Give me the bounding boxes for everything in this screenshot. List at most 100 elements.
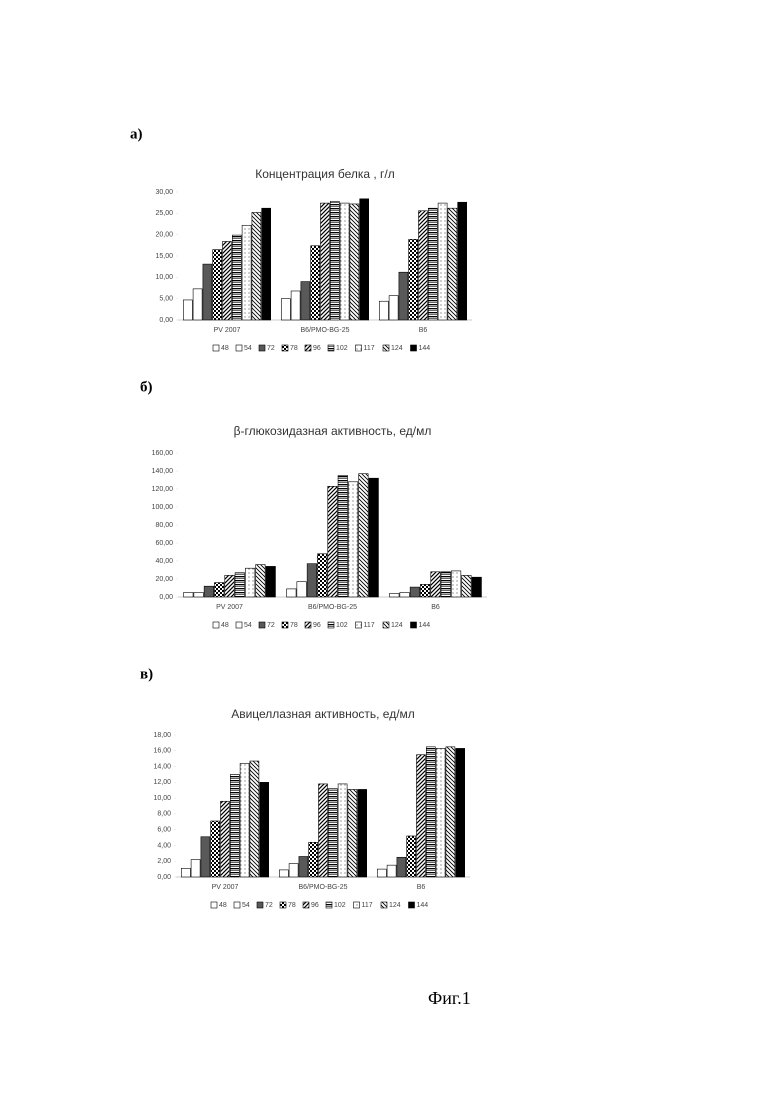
legend-label: 96 <box>313 622 321 629</box>
chart-title: Концентрация белка , г/л <box>255 167 395 181</box>
bar <box>256 565 266 597</box>
bar <box>399 272 408 320</box>
bar <box>232 235 241 320</box>
x-tick-label: B6 <box>431 604 440 611</box>
bar <box>299 856 308 877</box>
bar <box>242 225 251 320</box>
legend-swatch <box>326 902 332 908</box>
bar <box>281 299 290 320</box>
legend-swatch <box>354 902 360 908</box>
legend-label: 102 <box>334 902 346 909</box>
bar <box>387 865 396 877</box>
legend-swatch <box>303 902 309 908</box>
chart-title: Авицеллазная активность, ед/мл <box>231 707 415 721</box>
legend-swatch <box>328 622 334 628</box>
y-tick-label: 25,00 <box>155 210 173 217</box>
legend-label: 124 <box>389 902 401 909</box>
legend-swatch <box>280 902 286 908</box>
bar <box>287 589 297 597</box>
legend-swatch <box>213 345 219 351</box>
bar <box>458 202 467 320</box>
bar <box>181 868 190 877</box>
bar <box>211 821 220 877</box>
bar <box>338 784 347 877</box>
bar <box>214 583 224 597</box>
legend-label: 117 <box>364 345 375 352</box>
legend-swatch <box>356 345 362 351</box>
bar <box>441 572 451 597</box>
legend-swatch <box>259 622 265 628</box>
y-tick-label: 10,00 <box>155 274 173 281</box>
legend-swatch <box>328 345 334 351</box>
bar <box>390 593 400 597</box>
bar <box>193 289 202 320</box>
legend-swatch <box>236 345 242 351</box>
bar <box>407 836 416 877</box>
bar <box>266 566 276 597</box>
bar <box>260 782 269 877</box>
bar <box>451 571 461 597</box>
y-tick-label: 6,00 <box>157 827 171 834</box>
bar <box>317 554 327 597</box>
bar <box>379 301 388 320</box>
y-tick-label: 8,00 <box>157 811 171 818</box>
bar <box>438 203 447 320</box>
x-tick-label: B6/PMO-BG-25 <box>300 327 349 334</box>
bar <box>191 860 200 877</box>
bar <box>389 296 398 320</box>
legend-swatch <box>257 902 263 908</box>
panel-label: в) <box>140 666 153 682</box>
legend-swatch <box>282 345 288 351</box>
legend-swatch <box>282 622 288 628</box>
bar <box>221 801 230 877</box>
legend-swatch <box>383 622 389 628</box>
x-tick-label: B6/PMO-BG-25 <box>298 884 347 891</box>
bar <box>431 572 441 597</box>
y-tick-label: 100,00 <box>152 504 174 511</box>
bar <box>369 478 379 597</box>
bar <box>419 211 428 320</box>
y-tick-label: 0,00 <box>159 594 173 601</box>
bar <box>262 208 271 320</box>
bar <box>194 593 204 598</box>
legend-label: 124 <box>391 622 403 629</box>
bar <box>225 575 235 597</box>
bar <box>203 264 212 320</box>
bar <box>359 474 369 597</box>
panel-label: б) <box>140 379 153 395</box>
bar <box>201 837 210 877</box>
chart-title: β-глюкозидазная активность, ед/мл <box>234 424 432 438</box>
legend-swatch <box>411 345 417 351</box>
y-tick-label: 60,00 <box>155 540 173 547</box>
bar <box>184 593 194 598</box>
bar <box>377 869 386 877</box>
legend-swatch <box>305 345 311 351</box>
bar <box>307 564 317 597</box>
bar <box>301 282 310 320</box>
legend-label: 54 <box>244 345 252 352</box>
figure-caption: Фиг.1 <box>428 988 471 1008</box>
legend-swatch <box>213 622 219 628</box>
legend-label: 96 <box>313 345 321 352</box>
legend-label: 117 <box>362 902 373 909</box>
bar <box>400 593 410 598</box>
y-tick-label: 20,00 <box>155 576 173 583</box>
x-tick-label: B6/PMO-BG-25 <box>308 604 357 611</box>
legend-swatch <box>381 902 387 908</box>
bar <box>417 755 426 877</box>
bar <box>252 212 261 320</box>
legend-label: 72 <box>267 345 275 352</box>
legend-label: 48 <box>219 902 227 909</box>
bar <box>428 208 437 320</box>
bar <box>223 241 232 320</box>
bar <box>328 789 337 877</box>
legend-label: 102 <box>336 622 348 629</box>
bar <box>235 573 245 597</box>
bar <box>183 300 192 320</box>
y-tick-label: 18,00 <box>153 732 171 739</box>
legend-label: 144 <box>417 902 429 909</box>
bar <box>348 482 358 597</box>
bar <box>297 582 307 597</box>
y-tick-label: 20,00 <box>155 232 173 239</box>
x-tick-label: PV 2007 <box>216 604 243 611</box>
